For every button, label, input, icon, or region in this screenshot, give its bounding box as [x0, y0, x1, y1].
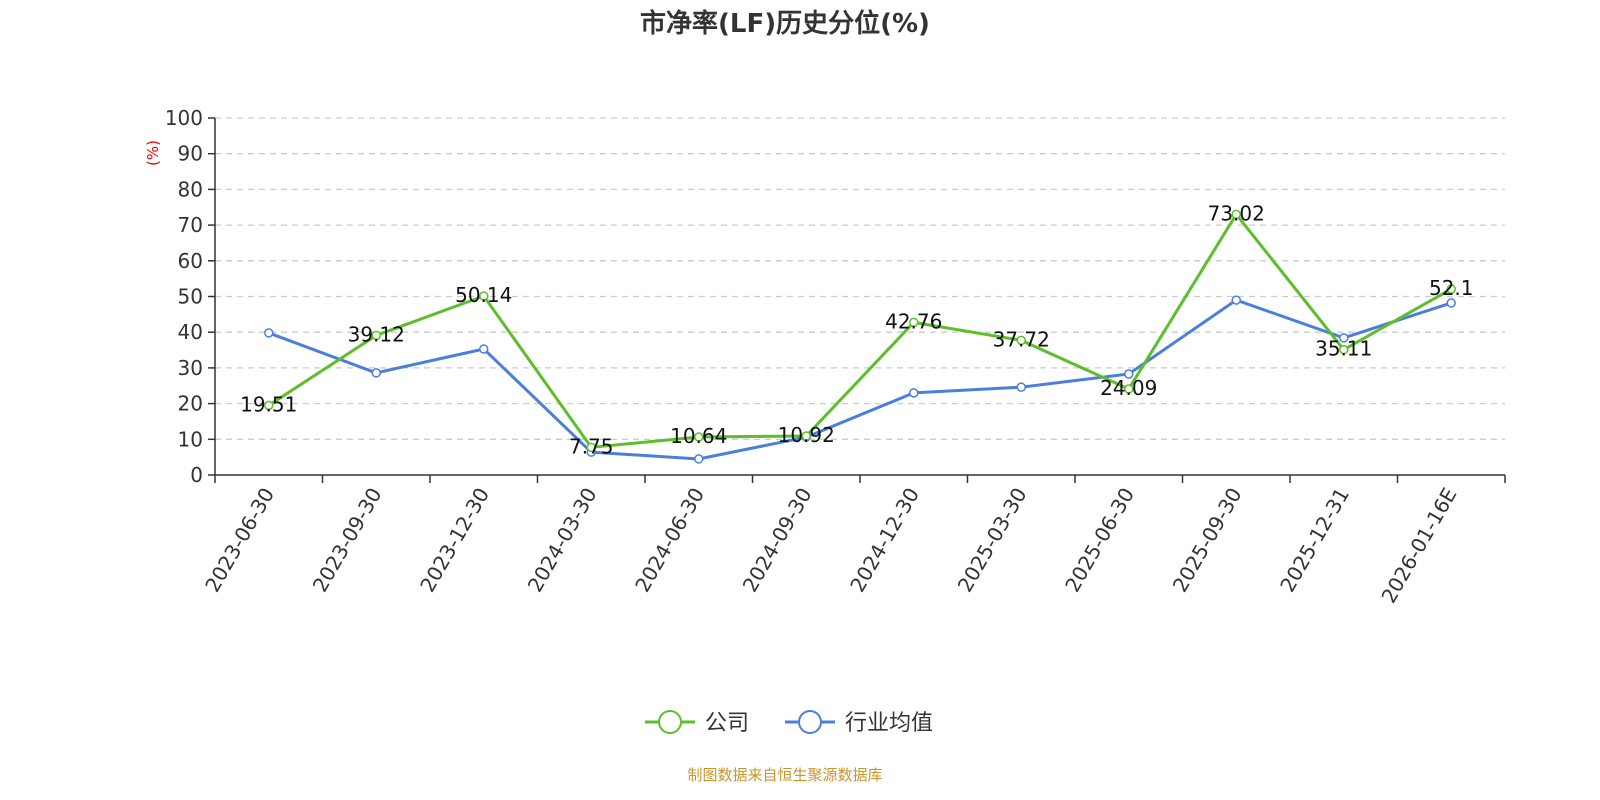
legend-marker — [798, 710, 822, 734]
data-point — [909, 388, 919, 398]
data-label: 10.92 — [778, 423, 835, 447]
y-tick-label: 0 — [190, 463, 203, 487]
legend-marker — [658, 710, 682, 734]
y-tick-label: 50 — [178, 285, 203, 309]
x-tick-label: 2026-01-16E — [1376, 484, 1461, 608]
series-公司 — [264, 209, 1456, 453]
data-point — [371, 330, 381, 341]
data-label: 50.14 — [455, 283, 512, 307]
x-tick-label: 2023-06-30 — [200, 484, 279, 597]
data-label: 19.51 — [240, 392, 297, 416]
data-label: 73.02 — [1208, 201, 1265, 225]
data-point — [1446, 284, 1456, 294]
data-point — [1231, 295, 1241, 305]
x-tick-label: 2024-12-30 — [845, 484, 924, 597]
data-point — [1124, 369, 1134, 379]
data-point — [371, 368, 381, 378]
legend-item-公司[interactable]: 公司 — [645, 710, 749, 736]
data-label: 35.11 — [1315, 337, 1372, 361]
y-tick-label: 60 — [178, 249, 203, 273]
data-point — [264, 328, 274, 338]
data-label: 37.72 — [993, 327, 1050, 351]
data-point — [909, 317, 919, 328]
x-tick-label: 2024-09-30 — [738, 484, 817, 597]
y-tick-label: 90 — [178, 142, 203, 166]
data-point — [694, 432, 704, 442]
legend-item-行业均值[interactable]: 行业均值 — [785, 710, 933, 736]
x-tick-label: 2023-12-30 — [415, 484, 494, 597]
x-tick-label: 2023-09-30 — [308, 484, 387, 597]
x-tick-label: 2024-03-30 — [523, 484, 602, 597]
y-tick-label: 30 — [178, 356, 203, 380]
gridlines — [215, 117, 1505, 440]
data-label: 39.12 — [348, 322, 405, 346]
data-label: 52.1 — [1429, 276, 1474, 300]
data-point — [586, 442, 596, 453]
data-label: 42.76 — [885, 309, 942, 333]
x-tick-label: 2024-06-30 — [630, 484, 709, 597]
axes: 0 10 20 30 40 50 60 70 80 90 100 2023-06-30 2023-09-… — [165, 106, 1506, 608]
data-point — [694, 454, 704, 464]
data-point — [1339, 333, 1349, 343]
y-tick-label: 80 — [178, 177, 203, 201]
series-line — [268, 298, 1452, 461]
x-tick-label: 2025-06-30 — [1060, 484, 1139, 597]
y-axis-label: (%) — [144, 140, 162, 166]
x-tick-label: 2025-03-30 — [953, 484, 1032, 597]
data-point — [801, 431, 811, 441]
legend-label: 行业均值 — [845, 711, 933, 736]
series-layer: 19.51 39.12 50.14 7.75 10.64 10.92 42.76 37.72 2… — [240, 201, 1474, 464]
data-point — [479, 344, 489, 354]
data-label: 24.09 — [1100, 376, 1157, 400]
data-point — [1231, 209, 1241, 220]
data-point — [1339, 344, 1349, 355]
y-tick-label: 100 — [165, 106, 203, 130]
data-point — [1016, 382, 1026, 392]
data-point — [264, 400, 274, 411]
legend[interactable]: 公司 行业均值 — [645, 710, 933, 736]
y-tick-label: 20 — [178, 392, 203, 416]
legend-label: 公司 — [705, 711, 749, 736]
y-tick-label: 10 — [178, 427, 203, 451]
x-tick-label: 2025-12-31 — [1275, 484, 1354, 597]
data-label: 10.64 — [670, 424, 727, 448]
series-line — [267, 211, 1452, 449]
x-tick-label: 2025-09-30 — [1168, 484, 1247, 597]
y-tick-label: 40 — [178, 320, 203, 344]
data-point — [1016, 335, 1026, 346]
data-point — [1124, 384, 1134, 394]
y-tick-label: 70 — [178, 213, 203, 237]
data-point — [479, 291, 489, 301]
source-note: 制图数据来自恒生聚源数据库 — [687, 766, 882, 784]
data-point — [1446, 298, 1456, 308]
data-label: 7.75 — [569, 434, 614, 458]
chart-title: 市净率(LF)历史分位(%) — [640, 8, 930, 39]
